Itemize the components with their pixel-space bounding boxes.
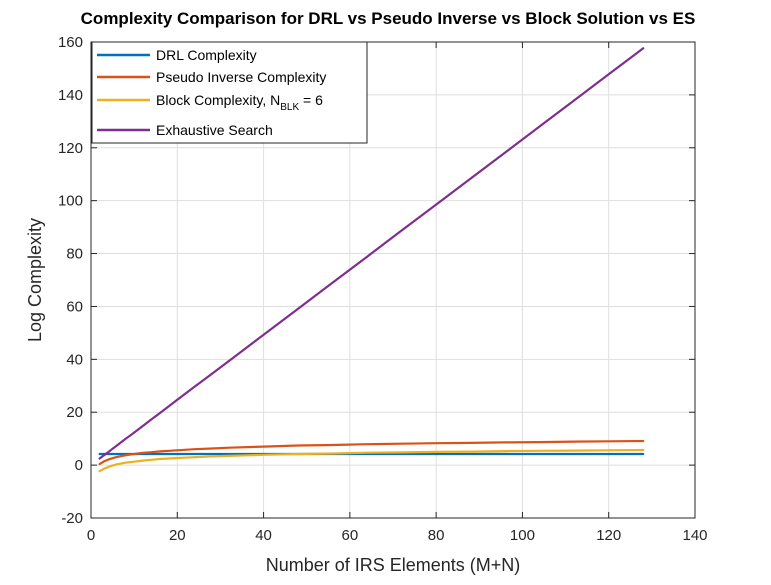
- legend-box: [91, 41, 368, 144]
- x-tick-label: 80: [428, 527, 445, 544]
- chart-title: Complexity Comparison for DRL vs Pseudo …: [81, 9, 696, 28]
- x-tick-label: 100: [510, 527, 535, 544]
- legend-label-main: Block Complexity, N: [156, 92, 280, 108]
- y-tick-label: 40: [66, 351, 83, 368]
- y-tick-label: 100: [58, 193, 83, 210]
- x-tick-label: 120: [596, 527, 621, 544]
- x-tick-label: 20: [169, 527, 186, 544]
- legend-label-main: Pseudo Inverse Complexity: [156, 69, 326, 85]
- legend-label: Exhaustive Search: [156, 122, 273, 138]
- x-tick-label: 60: [342, 527, 359, 544]
- y-tick-label: 140: [58, 87, 83, 104]
- series-line-pseudo-inverse-complexity: [98, 439, 645, 466]
- y-tick-label: 160: [58, 34, 83, 51]
- series-line-block-complexity-n-blk-6: [98, 448, 645, 473]
- x-axis-label: Number of IRS Elements (M+N): [266, 555, 521, 575]
- x-tick-label: 40: [255, 527, 272, 544]
- y-tick-label: 120: [58, 140, 83, 157]
- legend-label-main: Exhaustive Search: [156, 122, 273, 138]
- y-tick-label: 60: [66, 298, 83, 315]
- x-tick-label: 0: [87, 527, 95, 544]
- legend-label-suffix: = 6: [299, 92, 323, 108]
- y-tick-label: 0: [75, 457, 83, 474]
- legend-label: Block Complexity, NBLK = 6: [156, 92, 323, 113]
- y-tick-label: 20: [66, 404, 83, 421]
- legend-label-main: DRL Complexity: [156, 47, 257, 63]
- y-axis-label: Log Complexity: [25, 218, 45, 342]
- x-tick-label: 140: [682, 527, 707, 544]
- ticks-group: 0 20 40 60 80 100 120 140-200204060801001201401…: [58, 34, 708, 544]
- series-line-exhaustive-search: [98, 47, 645, 460]
- legend-label: DRL Complexity: [156, 47, 257, 63]
- y-tick-label: -20: [61, 510, 83, 527]
- legend: DRL Complexity Pseudo Inverse Complexity B…: [91, 41, 368, 144]
- series-group: [98, 47, 645, 473]
- legend-label: Pseudo Inverse Complexity: [156, 69, 326, 85]
- y-tick-label: 80: [66, 246, 83, 263]
- axes-box: [90, 41, 696, 519]
- legend-label-subscript: BLK: [280, 102, 299, 113]
